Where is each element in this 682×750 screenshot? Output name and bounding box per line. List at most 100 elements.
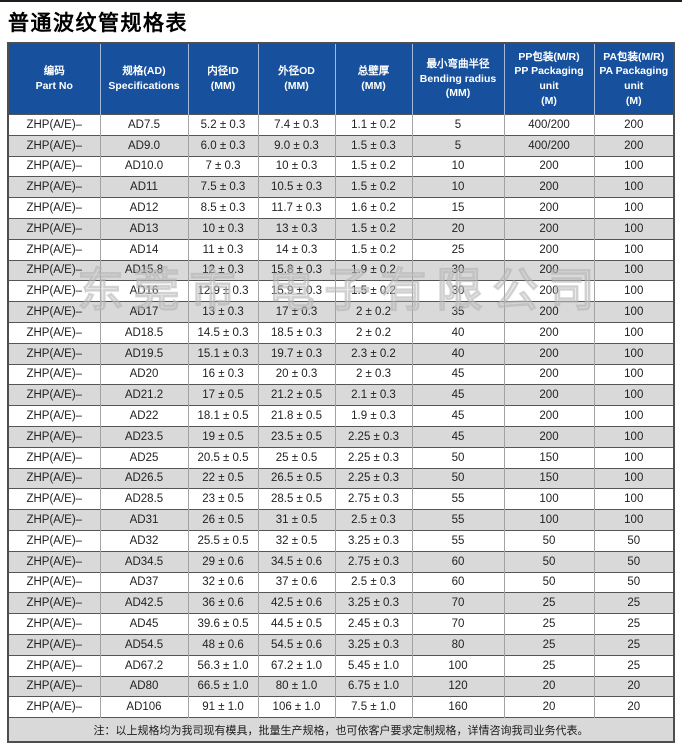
cell-pa-packaging: 100 — [593, 321, 674, 344]
cell-bending-radius: 15 — [411, 197, 504, 219]
table-row: ZHP(A/E)– AD13 10 ± 0.3 13 ± 0.3 1.5 ± 0.2 20… — [8, 217, 674, 240]
cell-outer-diameter: 10.5 ± 0.3 — [257, 176, 335, 198]
cell-inner-diameter: 48 ± 0.6 — [187, 633, 258, 656]
cell-inner-diameter: 18.1 ± 0.5 — [187, 405, 258, 427]
cell-inner-diameter: 26 ± 0.5 — [187, 509, 258, 531]
table-row: ZHP(A/E)– AD18.5 14.5 ± 0.3 18.5 ± 0.3 2 ± 0… — [8, 321, 674, 344]
cell-part-no: ZHP(A/E)– — [8, 592, 100, 614]
cell-bending-radius: 25 — [411, 238, 504, 261]
cell-pa-packaging: 100 — [593, 301, 674, 323]
cell-wall-thickness: 3.25 ± 0.3 — [334, 633, 412, 656]
cell-part-no: ZHP(A/E)– — [8, 155, 100, 177]
column-header-line: PA Packaging unit — [599, 65, 669, 92]
cell-part-no: ZHP(A/E)– — [8, 238, 100, 261]
cell-bending-radius: 60 — [411, 571, 504, 593]
cell-pa-packaging: 100 — [593, 155, 674, 177]
column-header-wall-thickness: 总壁厚 (MM) — [335, 43, 413, 115]
cell-pp-packaging: 25 — [503, 633, 594, 656]
cell-inner-diameter: 19 ± 0.5 — [187, 425, 258, 448]
cell-bending-radius: 100 — [411, 654, 504, 677]
cell-specifications: AD12 — [99, 197, 188, 219]
table-row: ZHP(A/E)– AD16 12.9 ± 0.3 15.9 ± 0.3 1.5 ± 0… — [8, 280, 674, 302]
cell-inner-diameter: 5.2 ± 0.3 — [187, 114, 258, 136]
column-header-line: Bending radius — [419, 72, 497, 85]
cell-outer-diameter: 34.5 ± 0.6 — [257, 550, 335, 573]
cell-pp-packaging: 200 — [503, 280, 594, 302]
cell-wall-thickness: 2.45 ± 0.3 — [334, 613, 412, 635]
cell-inner-diameter: 32 ± 0.6 — [187, 571, 258, 593]
cell-outer-diameter: 11.7 ± 0.3 — [257, 197, 335, 219]
cell-pa-packaging: 50 — [593, 529, 674, 552]
cell-pa-packaging: 200 — [593, 134, 674, 157]
cell-specifications: AD28.5 — [99, 488, 188, 510]
cell-pp-packaging: 200 — [503, 197, 594, 219]
cell-bending-radius: 40 — [411, 321, 504, 344]
cell-outer-diameter: 23.5 ± 0.5 — [257, 425, 335, 448]
column-header-line: 总壁厚 — [357, 65, 390, 78]
cell-outer-diameter: 15.8 ± 0.3 — [257, 259, 335, 281]
cell-inner-diameter: 22 ± 0.5 — [187, 467, 258, 489]
cell-pa-packaging: 20 — [593, 675, 674, 697]
table-row: ZHP(A/E)– AD106 91 ± 1.0 106 ± 1.0 7.5 ± 1.0… — [8, 696, 674, 718]
table-row: ZHP(A/E)– AD26.5 22 ± 0.5 26.5 ± 0.5 2.25 ± … — [8, 467, 674, 489]
cell-part-no: ZHP(A/E)– — [8, 571, 100, 593]
table-row: ZHP(A/E)– AD15.8 12 ± 0.3 15.8 ± 0.3 1.9 ± 0… — [8, 259, 674, 281]
cell-specifications: AD18.5 — [99, 321, 188, 344]
cell-pa-packaging: 100 — [593, 425, 674, 448]
table-header: 编码 Part No 规格(AD) Specifications 内径ID (MM) 外径O… — [8, 43, 674, 115]
cell-part-no: ZHP(A/E)– — [8, 529, 100, 552]
cell-bending-radius: 120 — [411, 675, 504, 697]
cell-part-no: ZHP(A/E)– — [8, 633, 100, 656]
cell-outer-diameter: 10 ± 0.3 — [257, 155, 335, 177]
cell-inner-diameter: 11 ± 0.3 — [187, 238, 258, 261]
table-row: ZHP(A/E)– AD67.2 56.3 ± 1.0 67.2 ± 1.0 5.45 … — [8, 654, 674, 677]
table-row: ZHP(A/E)– AD25 20.5 ± 0.5 25 ± 0.5 2.25 ± 0.… — [8, 446, 674, 469]
cell-pa-packaging: 100 — [593, 384, 674, 406]
cell-wall-thickness: 1.5 ± 0.2 — [334, 217, 412, 240]
cell-bending-radius: 30 — [411, 280, 504, 302]
column-header-line: 编码 — [43, 65, 65, 78]
cell-pa-packaging: 100 — [593, 238, 674, 261]
cell-wall-thickness: 2.25 ± 0.3 — [334, 446, 412, 469]
cell-pa-packaging: 50 — [593, 571, 674, 593]
spec-table: 编码 Part No 规格(AD) Specifications 内径ID (MM) 外径O… — [7, 42, 675, 744]
column-header-bending-radius: 最小弯曲半径 Bending radius (MM) — [412, 43, 505, 115]
cell-part-no: ZHP(A/E)– — [8, 509, 100, 531]
table-row: ZHP(A/E)– AD11 7.5 ± 0.3 10.5 ± 0.3 1.5 ± 0.… — [8, 176, 674, 198]
column-header-inner-diameter: 内径ID (MM) — [188, 43, 259, 115]
cell-wall-thickness: 6.75 ± 1.0 — [334, 675, 412, 697]
cell-outer-diameter: 7.4 ± 0.3 — [257, 114, 335, 136]
table-row: ZHP(A/E)– AD31 26 ± 0.5 31 ± 0.5 2.5 ± 0.3 55… — [8, 509, 674, 531]
cell-pp-packaging: 20 — [503, 675, 594, 697]
cell-pp-packaging: 200 — [503, 238, 594, 261]
cell-pa-packaging: 200 — [593, 114, 674, 136]
cell-part-no: ZHP(A/E)– — [8, 654, 100, 677]
cell-bending-radius: 50 — [411, 467, 504, 489]
cell-specifications: AD23.5 — [99, 425, 188, 448]
table-row: ZHP(A/E)– AD42.5 36 ± 0.6 42.5 ± 0.6 3.25 ± … — [8, 592, 674, 614]
cell-inner-diameter: 56.3 ± 1.0 — [187, 654, 258, 677]
cell-pp-packaging: 200 — [503, 425, 594, 448]
cell-wall-thickness: 2 ± 0.2 — [334, 301, 412, 323]
cell-part-no: ZHP(A/E)– — [8, 321, 100, 344]
cell-wall-thickness: 1.6 ± 0.2 — [334, 197, 412, 219]
cell-part-no: ZHP(A/E)– — [8, 217, 100, 240]
cell-outer-diameter: 21.2 ± 0.5 — [257, 384, 335, 406]
cell-specifications: AD32 — [99, 529, 188, 552]
table-body: ZHP(A/E)– AD7.5 5.2 ± 0.3 7.4 ± 0.3 1.1 ± 0.… — [8, 114, 674, 718]
cell-pa-packaging: 100 — [593, 197, 674, 219]
cell-part-no: ZHP(A/E)– — [8, 301, 100, 323]
table-row: ZHP(A/E)– AD54.5 48 ± 0.6 54.5 ± 0.6 3.25 ± … — [8, 633, 674, 656]
cell-inner-diameter: 12.9 ± 0.3 — [187, 280, 258, 302]
cell-wall-thickness: 2 ± 0.3 — [334, 363, 412, 385]
cell-specifications: AD7.5 — [99, 114, 188, 136]
cell-inner-diameter: 20.5 ± 0.5 — [187, 446, 258, 469]
header-row: 编码 Part No 规格(AD) Specifications 内径ID (MM) 外径O… — [8, 43, 674, 115]
cell-part-no: ZHP(A/E)– — [8, 259, 100, 281]
cell-outer-diameter: 17 ± 0.3 — [257, 301, 335, 323]
cell-specifications: AD21.2 — [99, 384, 188, 406]
column-header-line: (MM) — [284, 80, 309, 92]
cell-part-no: ZHP(A/E)– — [8, 134, 100, 157]
cell-bending-radius: 45 — [411, 384, 504, 406]
table-footer: 注：以上规格均为我司现有模具，批量生产规格，也可依客户要求定制规格，详情咨询我司… — [8, 717, 674, 743]
